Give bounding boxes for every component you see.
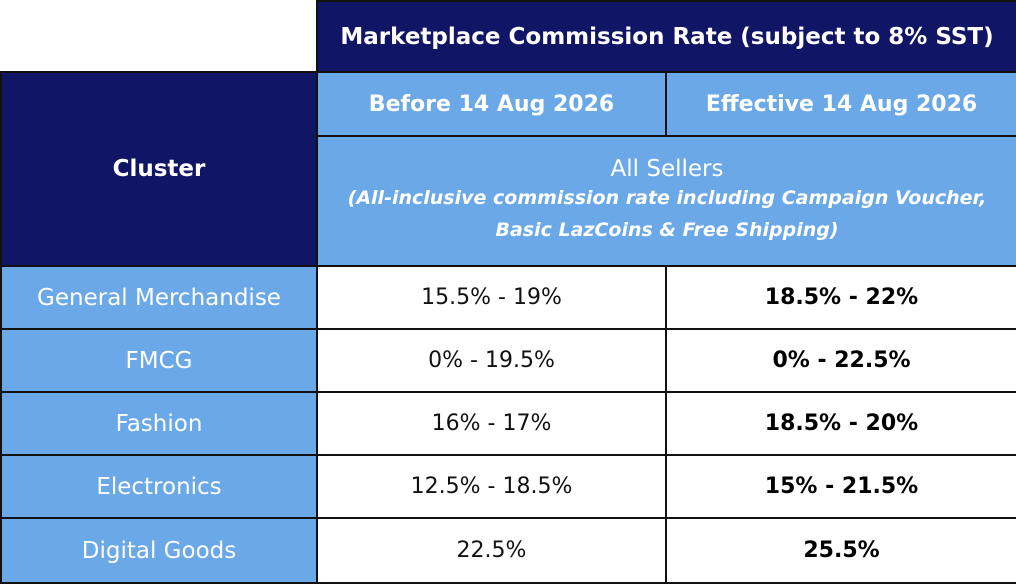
table-row: Digital Goods 22.5% 25.5% — [0, 517, 1016, 584]
effective-rate: 15% - 21.5% — [664, 454, 1016, 519]
all-sellers-note-line2: Basic LazCoins & Free Shipping) — [495, 219, 839, 241]
table-row: Fashion 16% - 17% 18.5% - 20% — [0, 391, 1016, 456]
table-row: General Merchandise 15.5% - 19% 18.5% - … — [0, 265, 1016, 330]
sellers-header-row: All Sellers (All-inclusive commission ra… — [1, 135, 1016, 267]
effective-date-header: Effective 14 Aug 2026 — [664, 71, 1016, 137]
before-rate: 12.5% - 18.5% — [316, 454, 667, 519]
cluster-name: General Merchandise — [0, 265, 318, 330]
effective-rate: 25.5% — [664, 517, 1016, 584]
date-header-row: Cluster Before 14 Aug 2026 Effective 14 … — [0, 71, 1016, 267]
before-rate: 0% - 19.5% — [316, 328, 667, 393]
cluster-name: Digital Goods — [0, 517, 318, 584]
cluster-name: Electronics — [0, 454, 318, 519]
blank-corner-cell — [1, 1, 318, 73]
before-rate: 22.5% — [316, 517, 667, 584]
cluster-name: Fashion — [0, 391, 318, 456]
all-sellers-note-line1: (All-inclusive commission rate including… — [347, 187, 987, 209]
all-sellers-label: All Sellers — [610, 156, 724, 182]
before-rate: 16% - 17% — [316, 391, 667, 456]
table-row: Electronics 12.5% - 18.5% 15% - 21.5% — [0, 454, 1016, 519]
table-row: FMCG 0% - 19.5% 0% - 22.5% — [0, 328, 1016, 393]
effective-rate: 18.5% - 20% — [664, 391, 1016, 456]
effective-rate: 18.5% - 22% — [664, 265, 1016, 330]
before-date-header: Before 14 Aug 2026 — [316, 71, 667, 137]
cluster-name: FMCG — [0, 328, 318, 393]
table-title: Marketplace Commission Rate (subject to … — [315, 0, 1016, 73]
cluster-header: Cluster — [0, 71, 318, 267]
title-row: Marketplace Commission Rate (subject to … — [1, 0, 1016, 73]
all-sellers-header: All Sellers (All-inclusive commission ra… — [315, 135, 1016, 267]
effective-rate: 0% - 22.5% — [664, 328, 1016, 393]
before-rate: 15.5% - 19% — [316, 265, 667, 330]
